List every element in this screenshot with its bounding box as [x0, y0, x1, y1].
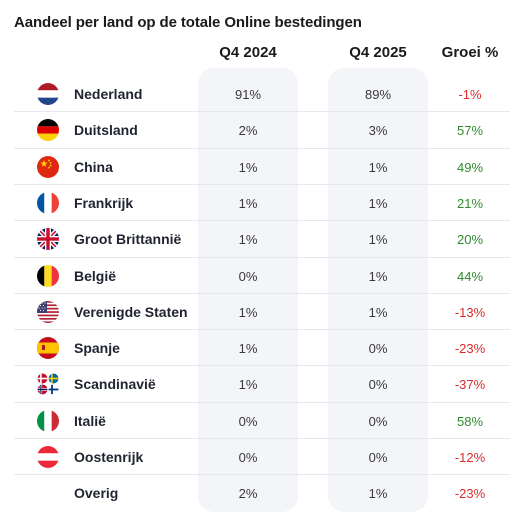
table-row: Overig 2% 1% -23% — [0, 475, 521, 511]
germany-flag-icon — [37, 119, 59, 142]
table-row: Groot Brittannië 1% 1% 20% — [0, 221, 521, 257]
value-growth: -23% — [454, 341, 486, 357]
value-q4-2024: 1% — [238, 341, 258, 357]
row-divider — [14, 474, 510, 476]
row-divider — [14, 329, 510, 331]
value-q4-2025: 1% — [368, 159, 388, 175]
value-growth: 20% — [456, 232, 484, 248]
country-name: Verenigde Staten — [74, 303, 188, 320]
spain-flag-icon — [37, 337, 59, 360]
usa-flag-icon — [37, 300, 59, 323]
value-growth: -23% — [454, 486, 486, 502]
country-name: België — [74, 267, 117, 284]
country-name: Italië — [74, 412, 106, 429]
country-name: Scandinavië — [74, 376, 156, 393]
value-q4-2025: 89% — [364, 87, 392, 102]
value-q4-2024: 0% — [238, 268, 258, 284]
austria-flag-icon — [37, 446, 59, 468]
row-divider — [14, 111, 510, 113]
value-q4-2024: 91% — [234, 87, 262, 102]
france-flag-icon — [37, 191, 59, 214]
value-growth: -13% — [454, 304, 486, 320]
value-q4-2025: 3% — [368, 123, 388, 139]
value-q4-2025: 0% — [368, 341, 388, 357]
scandinavia-flags-icon — [37, 373, 59, 395]
belgium-flag-icon — [37, 264, 59, 287]
table-row: Duitsland 2% 3% 57% — [0, 112, 521, 148]
italy-flag-icon — [37, 409, 59, 432]
table-row: Verenigde Staten 1% 1% -13% — [0, 294, 521, 330]
column-header-q4-2024: Q4 2024 — [219, 44, 277, 61]
table-row: Frankrijk 1% 1% 21% — [0, 185, 521, 221]
value-growth: -12% — [454, 450, 486, 465]
row-divider — [14, 147, 510, 149]
value-growth: 57% — [456, 123, 484, 139]
value-growth: 49% — [456, 159, 484, 175]
row-divider — [14, 401, 510, 403]
value-q4-2024: 1% — [238, 377, 258, 393]
value-q4-2024: 0% — [238, 450, 258, 465]
value-q4-2025: 1% — [368, 486, 388, 502]
value-growth: 44% — [456, 268, 484, 284]
value-q4-2025: 1% — [368, 268, 388, 284]
value-q4-2024: 0% — [238, 413, 258, 429]
value-q4-2025: 1% — [368, 195, 388, 211]
column-header-q4-2025: Q4 2025 — [349, 44, 407, 61]
value-q4-2025: 0% — [368, 450, 388, 465]
table-row: België 0% 1% 44% — [0, 258, 521, 294]
uk-flag-icon — [37, 228, 59, 251]
value-q4-2024: 1% — [238, 232, 258, 248]
value-q4-2025: 0% — [368, 413, 388, 429]
row-divider — [14, 292, 510, 294]
country-name: Oostenrijk — [74, 449, 144, 465]
value-growth: -1% — [458, 87, 482, 102]
country-name: Nederland — [74, 86, 143, 102]
value-q4-2025: 1% — [368, 304, 388, 320]
table-row: Oostenrijk 0% 0% -12% — [0, 439, 521, 475]
value-q4-2024: 1% — [238, 195, 258, 211]
country-name: Spanje — [74, 340, 120, 357]
row-divider — [14, 365, 510, 367]
country-name: Frankrijk — [74, 194, 134, 211]
row-divider — [14, 183, 510, 185]
table-row: Scandinavië 1% 0% -37% — [0, 366, 521, 402]
value-q4-2025: 1% — [368, 232, 388, 248]
value-q4-2024: 1% — [238, 304, 258, 320]
value-growth: 21% — [456, 195, 484, 211]
column-header-growth: Groei % — [441, 44, 499, 61]
value-q4-2024: 2% — [238, 123, 258, 139]
netherlands-flag-icon — [37, 83, 59, 105]
row-divider — [14, 256, 510, 258]
no-flag — [37, 482, 59, 504]
value-q4-2024: 1% — [238, 159, 258, 175]
value-growth: -37% — [454, 377, 486, 393]
country-name: Groot Brittannië — [74, 231, 182, 248]
row-divider — [14, 220, 510, 222]
row-divider — [14, 438, 510, 439]
value-growth: 58% — [456, 413, 484, 429]
country-name: Duitsland — [74, 122, 138, 139]
value-q4-2025: 0% — [368, 377, 388, 393]
value-q4-2024: 2% — [238, 486, 258, 502]
table-row: China 1% 1% 49% — [0, 149, 521, 185]
table-row: Italië 0% 0% 58% — [0, 403, 521, 439]
china-flag-icon — [37, 155, 59, 178]
chart-title: Aandeel per land op de totale Online bes… — [14, 14, 362, 31]
country-name: Overig — [74, 485, 119, 502]
table-row: Nederland 91% 89% -1% — [0, 76, 521, 112]
country-name: China — [74, 158, 113, 175]
table-row: Spanje 1% 0% -23% — [0, 330, 521, 366]
